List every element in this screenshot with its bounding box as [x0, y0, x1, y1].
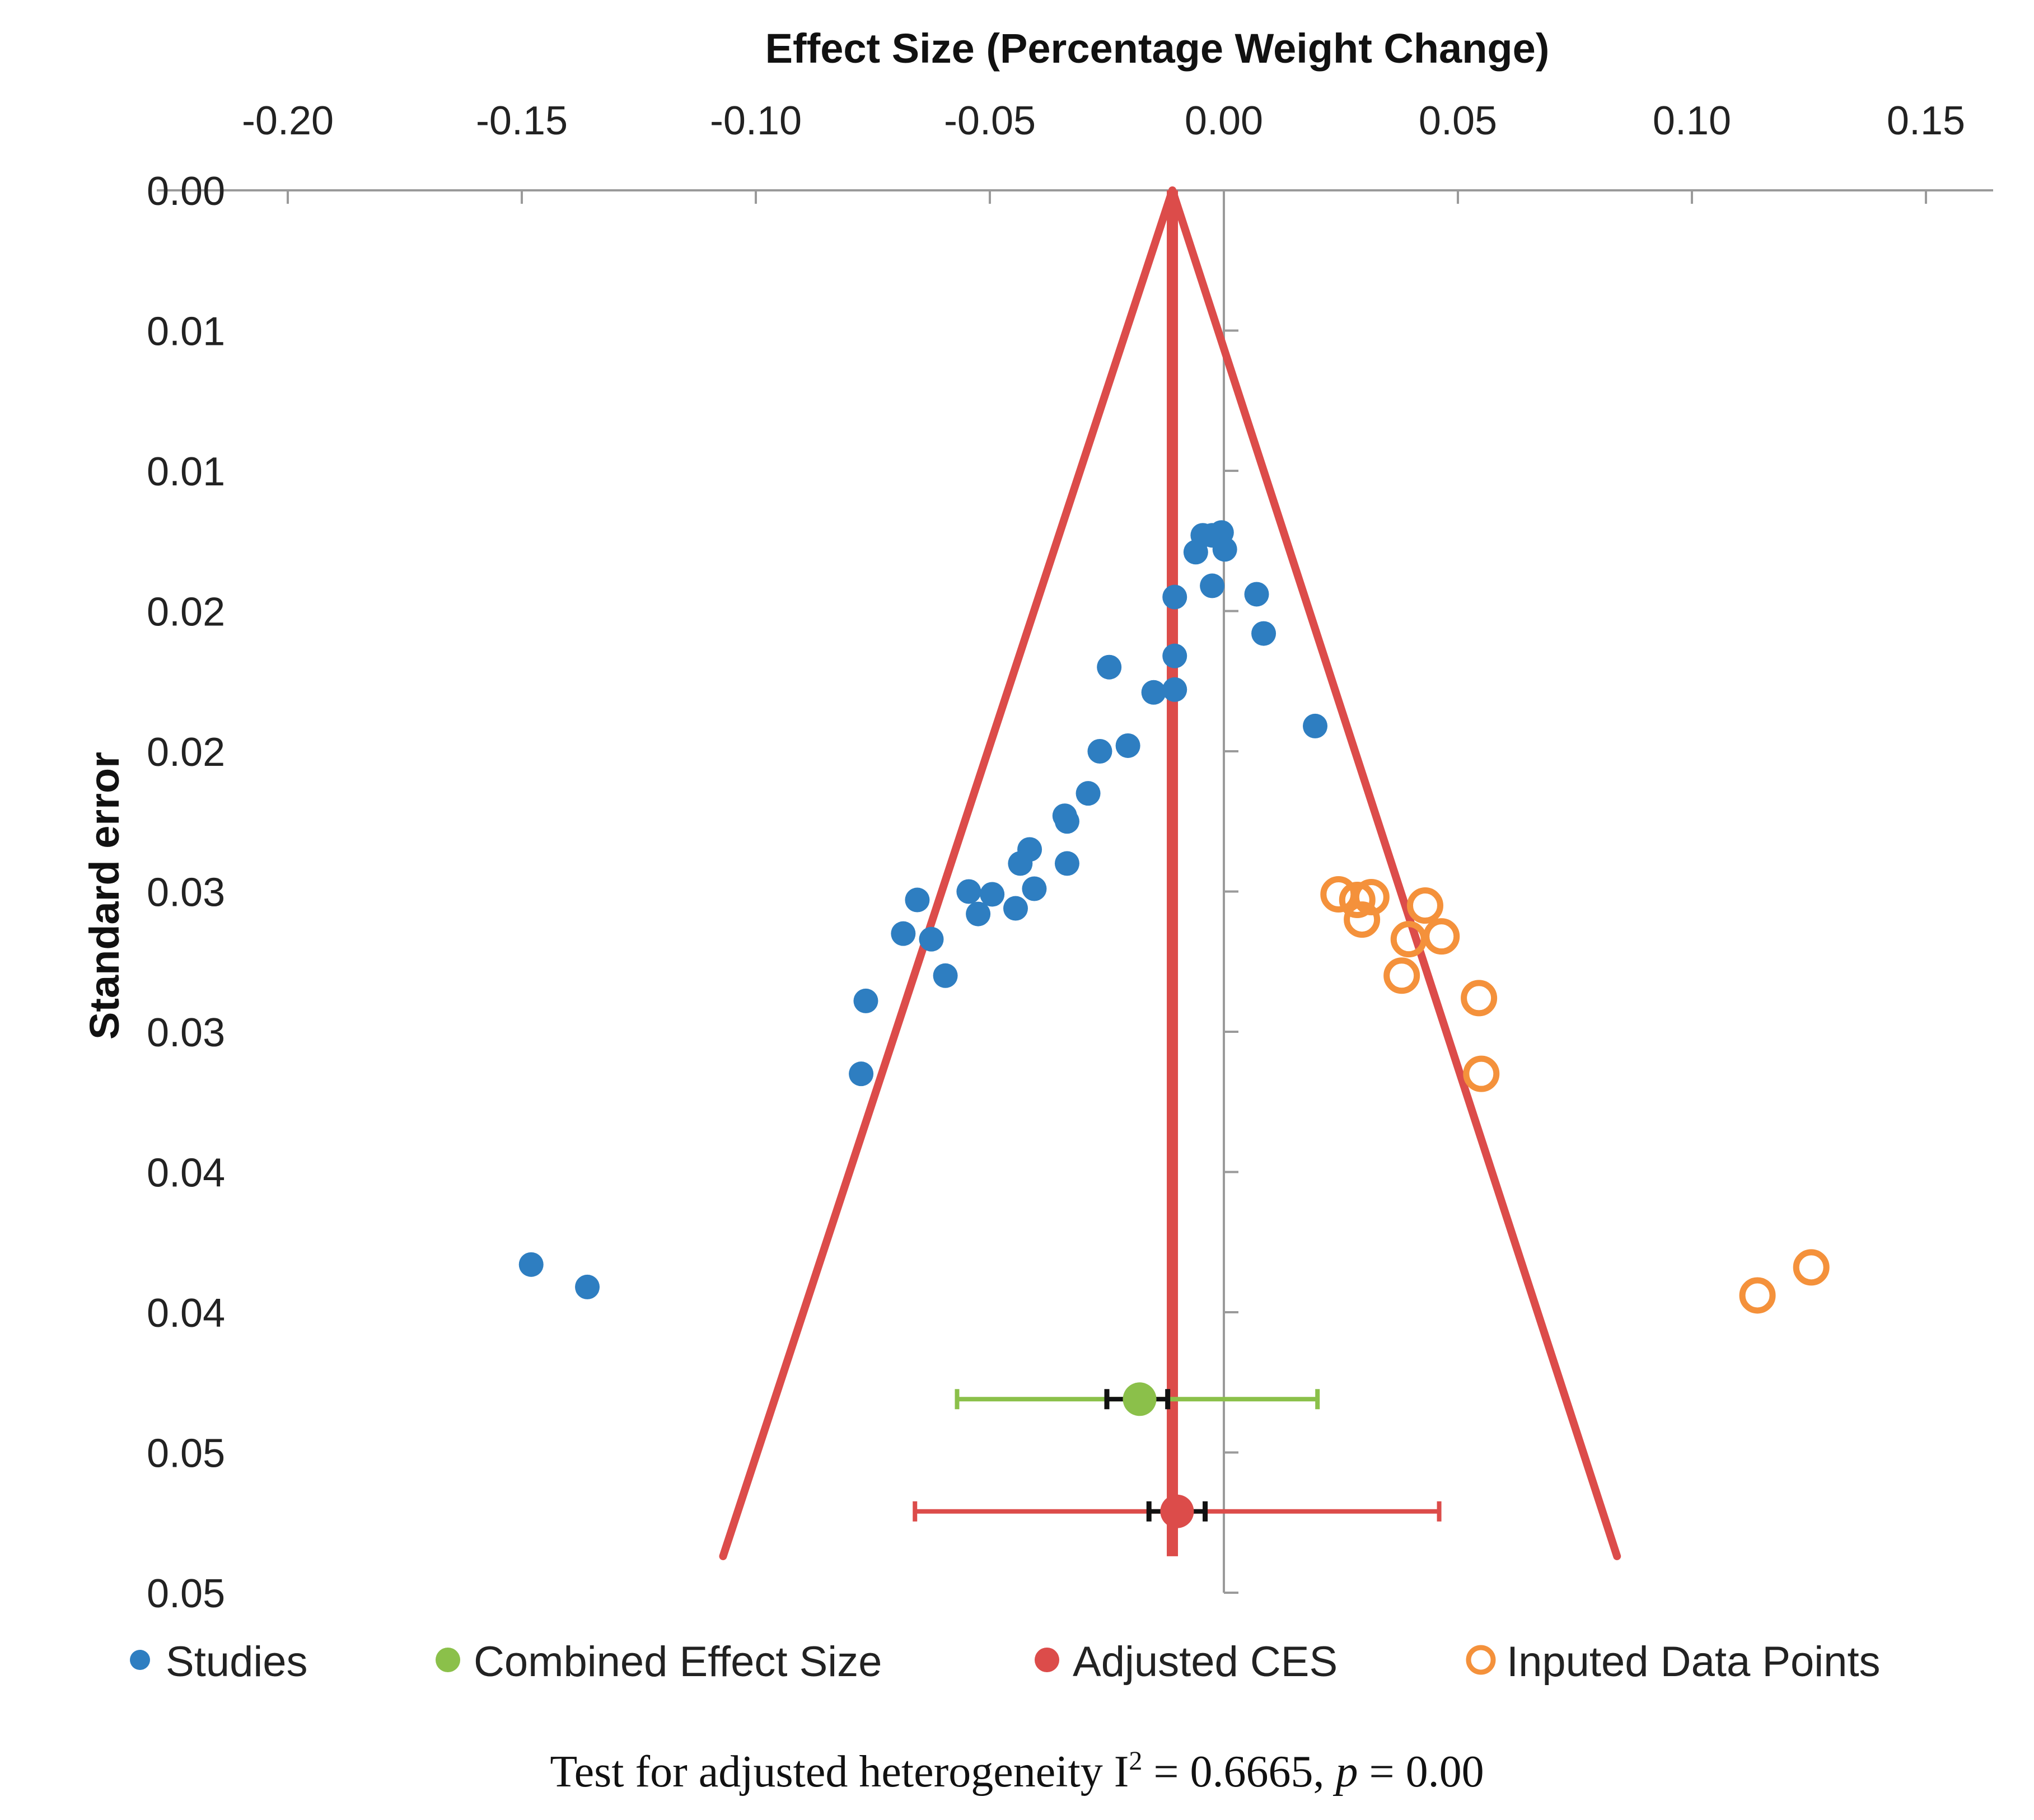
study-point — [1212, 537, 1237, 562]
study-point — [1141, 680, 1166, 705]
study-point — [1115, 733, 1140, 758]
x-tick-label: 0.15 — [1887, 99, 1965, 143]
study-point — [933, 963, 958, 988]
inputed-data-point — [1353, 879, 1390, 916]
inputed-data-point — [1344, 901, 1381, 938]
y-tick-label: 0.04 — [147, 1151, 225, 1196]
study-point — [1200, 573, 1225, 598]
study-point — [1162, 677, 1187, 702]
study-point — [1087, 739, 1112, 764]
inputed-data-point — [1383, 957, 1420, 994]
inputed-data-point — [1423, 918, 1460, 955]
study-point — [1097, 654, 1122, 680]
figure-caption: Test for adjusted heterogeneity I2 = 0.6… — [0, 1741, 2034, 1803]
study-point — [1162, 584, 1187, 610]
y-tick-label: 0.01 — [147, 310, 225, 354]
funnel-right-boundary — [1168, 186, 1621, 1560]
inputed-data-point — [1461, 980, 1498, 1017]
study-point — [966, 901, 991, 927]
legend-label-studies: Studies — [166, 1638, 308, 1686]
study-point — [1022, 876, 1047, 901]
x-tick-label: -0.10 — [710, 99, 802, 143]
caption-suffix: = 0.00 — [1358, 1747, 1484, 1796]
inputed-data-point — [1793, 1249, 1830, 1286]
x-tick-label: 0.10 — [1653, 99, 1731, 143]
inputed-data-point — [1406, 887, 1443, 924]
caption-p-symbol: p — [1335, 1747, 1358, 1796]
study-point — [905, 887, 930, 913]
legend-label-inputed-data-points: Inputed Data Points — [1507, 1638, 1881, 1686]
legend-marker-inputed-data-points — [1466, 1645, 1496, 1675]
y-tick-label: 0.03 — [147, 871, 225, 915]
study-point — [1054, 851, 1079, 876]
y-tick-label: 0.05 — [147, 1431, 225, 1476]
legend-marker-studies — [130, 1650, 150, 1670]
study-point — [1054, 809, 1079, 834]
caption-prefix: Test for adjusted heterogeneity I — [550, 1747, 1129, 1796]
y-tick-label: 0.03 — [147, 1010, 225, 1055]
study-point — [956, 879, 981, 904]
legend-label-adjusted-ces: Adjusted CES — [1073, 1638, 1338, 1686]
x-tick-label: -0.05 — [944, 99, 1036, 143]
combined-effect-size-point — [1123, 1382, 1157, 1416]
study-point — [518, 1252, 544, 1277]
y-tick-label: 0.04 — [147, 1291, 225, 1336]
study-point — [1183, 540, 1208, 565]
y-tick-label: 0.00 — [147, 169, 225, 214]
y-tick-label: 0.02 — [147, 590, 225, 635]
study-point — [849, 1061, 874, 1087]
funnel-plot: Effect Size (Percentage Weight Change) St… — [81, 25, 1993, 1686]
study-point — [575, 1274, 600, 1299]
inputed-data-point — [1339, 882, 1376, 919]
legend-label-combined-effect-size: Combined Effect Size — [474, 1638, 882, 1686]
y-tick-label: 0.01 — [147, 450, 225, 494]
study-point — [1162, 643, 1187, 668]
inputed-data-point — [1739, 1277, 1776, 1314]
legend-marker-adjusted-ces — [1035, 1648, 1059, 1672]
x-tick-label: 0.05 — [1419, 99, 1497, 143]
study-point — [1251, 621, 1276, 646]
x-tick-label: -0.20 — [242, 99, 334, 143]
adjusted-ces-point — [1160, 1494, 1194, 1528]
caption-superscript: 2 — [1129, 1746, 1143, 1776]
study-point — [891, 921, 916, 946]
study-point — [1303, 713, 1328, 738]
y-tick-label: 0.02 — [147, 730, 225, 775]
inputed-data-point — [1463, 1055, 1500, 1092]
study-point — [1003, 896, 1028, 921]
x-tick-label: -0.15 — [476, 99, 568, 143]
x-axis-title: Effect Size (Percentage Weight Change) — [765, 25, 1550, 72]
study-point — [980, 882, 1005, 907]
study-point — [1244, 582, 1269, 607]
study-point — [1076, 781, 1101, 806]
study-point — [853, 988, 878, 1013]
caption-middle: = 0.6665, — [1142, 1747, 1336, 1796]
funnel-left-boundary — [719, 186, 1177, 1560]
y-axis-title: Standard error — [81, 752, 128, 1040]
study-point — [1008, 851, 1033, 876]
y-tick-label: 0.05 — [147, 1571, 225, 1616]
legend-marker-combined-effect-size — [436, 1648, 460, 1672]
x-tick-label: 0.00 — [1185, 99, 1263, 143]
study-point — [919, 927, 944, 952]
